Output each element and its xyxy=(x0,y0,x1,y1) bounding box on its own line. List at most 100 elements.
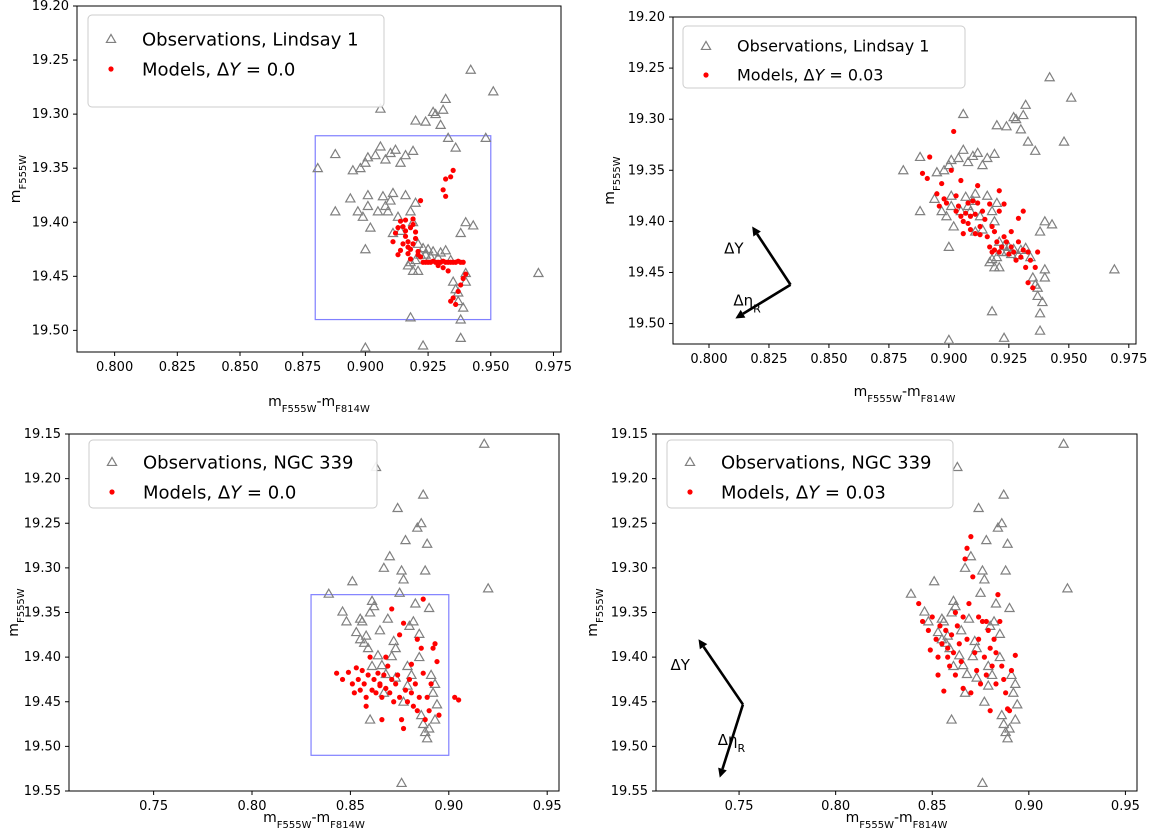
model-point xyxy=(460,275,466,282)
y-tick-label: 19.45 xyxy=(32,269,69,284)
observation-point xyxy=(993,261,1005,272)
observation-point xyxy=(1003,602,1016,613)
observation-point xyxy=(417,339,429,350)
observation-point xyxy=(1108,263,1121,274)
observation-point xyxy=(998,332,1010,342)
model-point xyxy=(1008,228,1014,235)
observation-point xyxy=(988,615,1000,626)
observation-point xyxy=(382,205,394,216)
observation-point xyxy=(384,550,396,561)
observation-point xyxy=(362,642,374,653)
model-point xyxy=(987,708,993,714)
delta-eta-arrow-head xyxy=(718,767,727,778)
observation-point xyxy=(362,200,374,211)
axes-frame xyxy=(76,5,562,353)
observation-point xyxy=(986,669,998,680)
x-tick-label: 0.90 xyxy=(434,799,463,814)
legend: Observations, NGC 339 Models, ΔY = 0.03 xyxy=(666,439,954,509)
model-point xyxy=(402,217,409,223)
model-point xyxy=(434,658,440,665)
x-tick-label: 0.900 xyxy=(930,352,967,367)
observation-point xyxy=(998,488,1010,499)
model-point xyxy=(381,672,387,678)
observation-point xyxy=(379,200,392,211)
observation-point xyxy=(986,305,998,316)
observation-point xyxy=(415,709,427,720)
model-point xyxy=(355,676,361,683)
observation-point xyxy=(374,140,387,151)
observation-point xyxy=(487,85,499,96)
x-axis-label: mF555W-mF814W xyxy=(846,810,948,831)
observation-point xyxy=(329,205,341,216)
model-point xyxy=(1020,247,1026,253)
x-tick-label: 0.80 xyxy=(821,799,850,814)
model-point xyxy=(406,676,413,683)
observation-point xyxy=(936,205,948,216)
observation-point xyxy=(372,649,384,660)
model-point xyxy=(983,672,989,678)
observation-point xyxy=(359,156,372,167)
model-point xyxy=(958,213,964,219)
observation-point xyxy=(389,143,402,154)
observation-point xyxy=(455,313,467,324)
observation-point xyxy=(918,605,931,616)
panel-bottom-right: 0.75 0.80 0.85 0.90 0.95 19.15 19.20 19.25 19.30… xyxy=(585,427,1140,831)
observation-point xyxy=(1034,324,1046,335)
observation-point xyxy=(938,164,950,175)
observation-point xyxy=(1039,215,1051,226)
x-tick-label: 0.950 xyxy=(472,360,509,375)
model-point xyxy=(334,670,340,676)
model-point xyxy=(994,239,1000,245)
model-point xyxy=(407,225,414,231)
model-point xyxy=(412,235,419,242)
model-point xyxy=(937,623,943,629)
legend-box xyxy=(88,439,378,509)
observation-point xyxy=(350,626,362,637)
model-point xyxy=(414,708,420,714)
model-point xyxy=(383,654,389,660)
x-tick-label: 0.925 xyxy=(990,352,1027,367)
observation-point xyxy=(1000,120,1013,131)
model-point xyxy=(1001,201,1007,207)
model-point xyxy=(1032,264,1038,270)
observation-point xyxy=(329,148,341,159)
delta-eta-label: ΔηR xyxy=(733,292,761,316)
model-point xyxy=(987,244,993,250)
model-point xyxy=(972,211,978,217)
model-point xyxy=(1008,667,1015,674)
y-tick-label: 19.50 xyxy=(32,323,69,338)
model-point xyxy=(993,681,999,687)
observation-point xyxy=(427,245,439,256)
model-point xyxy=(1006,708,1013,714)
observation-point xyxy=(419,115,432,126)
model-point xyxy=(948,167,954,173)
observation-point xyxy=(928,575,940,586)
observation-point xyxy=(460,216,472,227)
model-point xyxy=(977,232,983,238)
observation-point xyxy=(976,777,989,788)
panel-top-right: 0.800 0.825 0.850 0.875 0.900 0.925 0.950 0.975… xyxy=(602,10,1147,405)
model-point xyxy=(410,216,416,222)
legend-label-models: Models, ΔY = 0.03 xyxy=(721,482,886,503)
observation-point xyxy=(914,151,926,162)
panel-top-left: 0.800 0.825 0.850 0.875 0.900 0.925 0.950 0.975… xyxy=(8,0,572,415)
x-tick-label: 0.90 xyxy=(1014,799,1043,814)
observation-point xyxy=(384,194,397,205)
model-point xyxy=(445,268,451,274)
model-point xyxy=(939,641,945,647)
model-point xyxy=(991,228,998,235)
model-point xyxy=(962,556,968,562)
x-tick-label: 0.900 xyxy=(347,360,384,375)
model-point xyxy=(968,534,974,540)
observation-point xyxy=(986,205,998,216)
observation-point xyxy=(392,502,404,513)
model-point xyxy=(400,223,406,230)
model-point xyxy=(919,618,926,625)
model-point xyxy=(390,239,396,245)
observation-point xyxy=(374,624,386,635)
observation-point xyxy=(397,573,410,584)
y-tick-label: 19.25 xyxy=(628,61,665,76)
model-point xyxy=(463,271,469,277)
observation-point xyxy=(948,220,960,231)
